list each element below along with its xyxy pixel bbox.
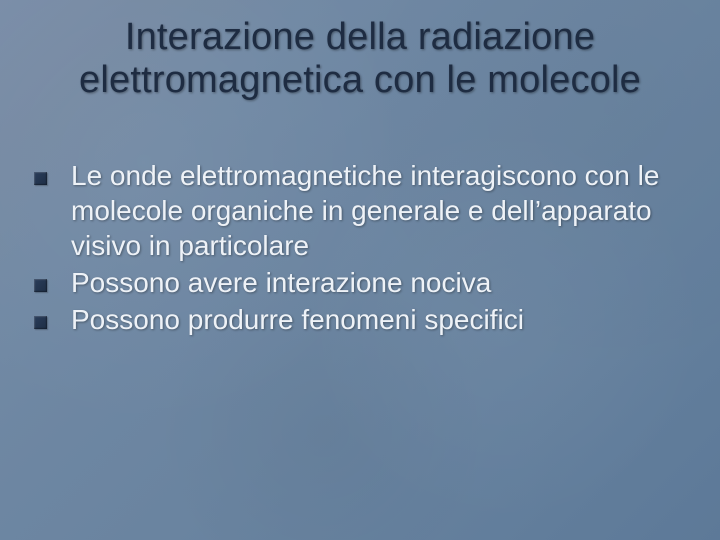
slide-title: Interazione della radiazione elettromagn… xyxy=(0,16,720,101)
bullet-item: Possono produrre fenomeni specifici xyxy=(34,302,680,337)
slide: Interazione della radiazione elettromagn… xyxy=(0,0,720,540)
bullet-text: Possono avere interazione nociva xyxy=(71,265,680,300)
bullet-text: Le onde elettromagnetiche interagiscono … xyxy=(71,158,680,263)
square-bullet-icon xyxy=(34,316,47,329)
bullet-item: Possono avere interazione nociva xyxy=(34,265,680,300)
bullet-text: Possono produrre fenomeni specifici xyxy=(71,302,680,337)
square-bullet-icon xyxy=(34,172,47,185)
bullet-list: Le onde elettromagnetiche interagiscono … xyxy=(34,158,680,339)
square-bullet-icon xyxy=(34,279,47,292)
bullet-item: Le onde elettromagnetiche interagiscono … xyxy=(34,158,680,263)
